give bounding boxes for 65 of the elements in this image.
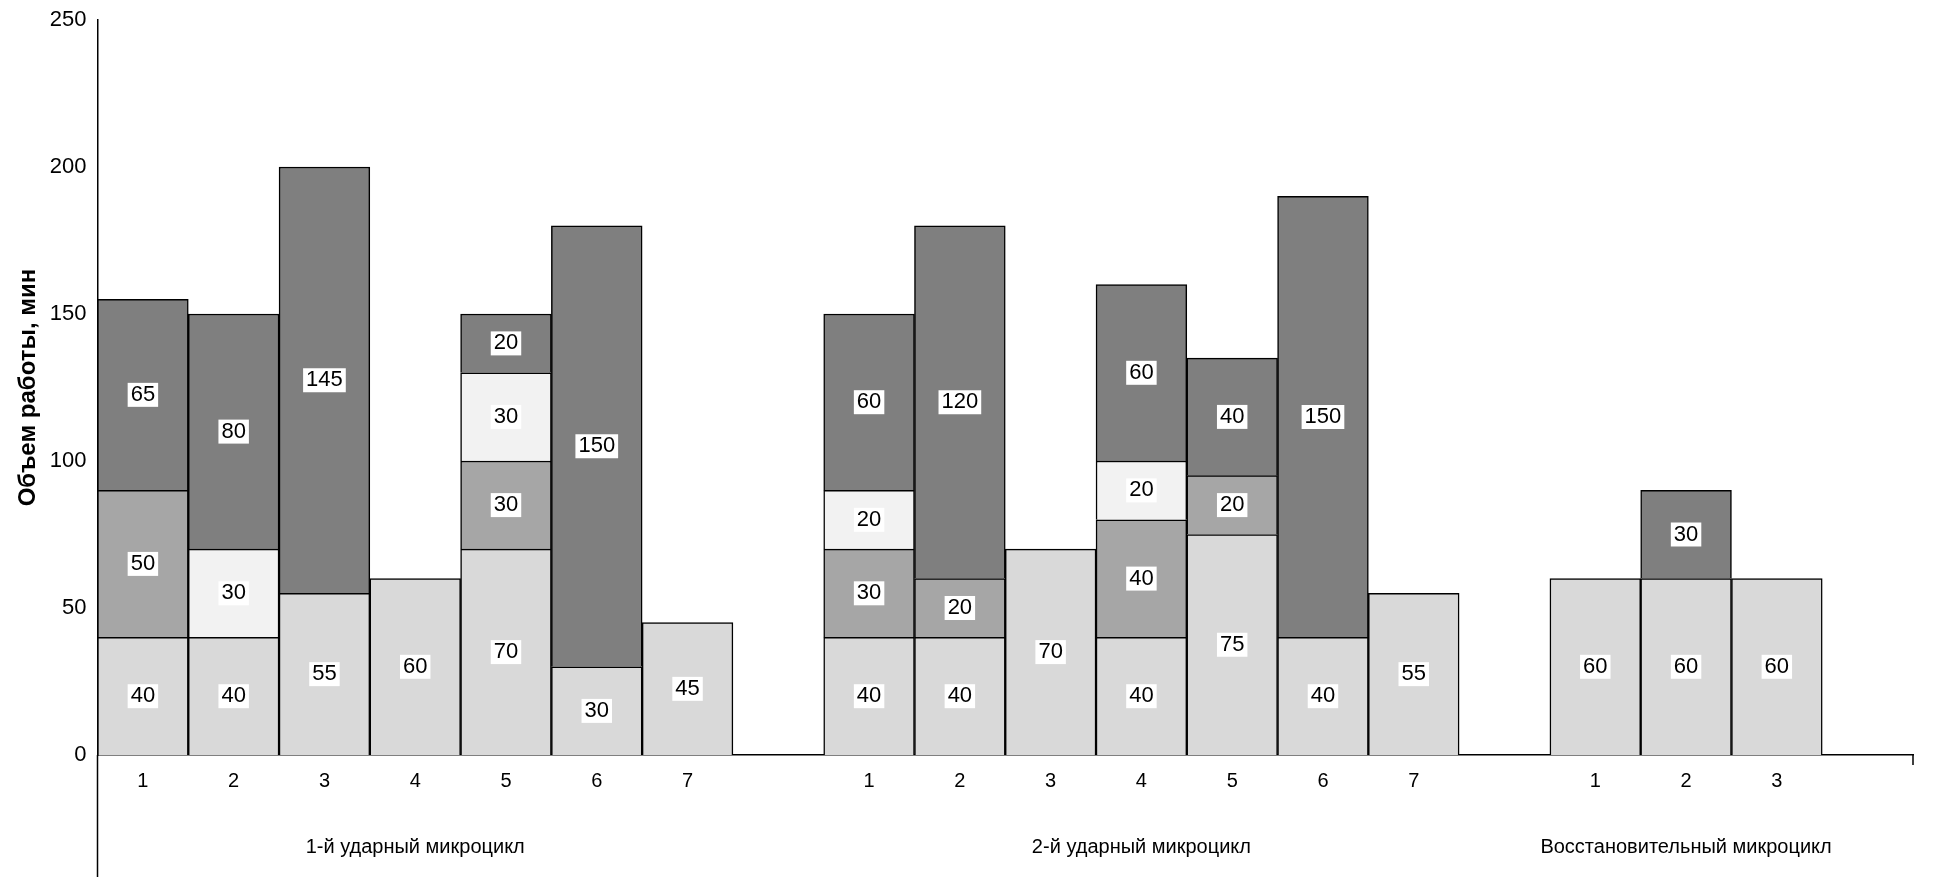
x-tick-label: 1 [137, 768, 149, 791]
y-tick-label: 100 [49, 447, 87, 473]
data-label: 145 [306, 366, 343, 392]
data-label: 40 [1310, 682, 1336, 708]
data-label: 70 [1038, 638, 1063, 664]
x-tick-label: 5 [500, 768, 512, 791]
x-tick-label: 1 [863, 768, 875, 791]
data-label: 55 [312, 660, 337, 686]
data-label: 60 [1129, 358, 1154, 384]
data-label: 30 [493, 402, 519, 428]
x-tick-label: 6 [591, 768, 603, 791]
y-axis-title: Объем работы, мин [13, 268, 41, 507]
data-label: 30 [584, 696, 610, 722]
x-tick-label: 3 [1045, 768, 1057, 791]
y-tick-label: 150 [49, 300, 87, 326]
x-tick-label: 7 [1408, 768, 1420, 791]
data-label: 40 [221, 682, 246, 708]
y-tick-label: 200 [49, 153, 87, 179]
data-label: 30 [856, 579, 882, 605]
data-label: 60 [402, 652, 428, 678]
data-label: 45 [675, 674, 700, 700]
data-label: 120 [941, 388, 979, 414]
data-label: 40 [130, 682, 156, 708]
data-label: 150 [1304, 402, 1342, 428]
x-tick-label: 3 [318, 768, 331, 791]
x-tick-label: 2 [228, 768, 240, 791]
y-tick-label: 0 [74, 741, 87, 767]
text: 1-й ударный микроцикл [305, 834, 525, 857]
data-label: 50 [130, 549, 156, 575]
data-label: 75 [1219, 630, 1245, 656]
data-label: 20 [947, 594, 973, 620]
data-label: 20 [493, 329, 519, 355]
data-label: 60 [1673, 652, 1699, 678]
x-tick-label: 4 [409, 768, 421, 791]
text: Восстановительный микроцикл [1540, 834, 1832, 857]
x-tick-label: 2 [954, 768, 966, 791]
data-label: 60 [856, 388, 882, 414]
data-label: 40 [1219, 402, 1245, 428]
data-label: 30 [221, 579, 246, 605]
data-label: 80 [221, 417, 246, 443]
x-tick-label: 1 [1589, 768, 1601, 791]
data-label: 40 [856, 682, 882, 708]
x-tick-label: 7 [681, 768, 694, 791]
data-label: 40 [1129, 564, 1154, 590]
data-label: 150 [578, 432, 616, 458]
data-label: 30 [1673, 520, 1699, 546]
y-tick-label: 250 [49, 6, 87, 32]
data-label: 20 [856, 505, 882, 531]
x-tick-label: 5 [1226, 768, 1238, 791]
data-label: 20 [1129, 476, 1154, 502]
y-tick-label: 50 [62, 594, 87, 620]
data-label: 40 [1129, 682, 1154, 708]
data-label: 60 [1583, 652, 1608, 678]
data-label: 30 [493, 491, 519, 517]
data-label: 70 [493, 638, 519, 664]
x-tick-label: 3 [1771, 768, 1783, 791]
data-label: 55 [1401, 660, 1426, 686]
data-label: 60 [1764, 652, 1790, 678]
x-tick-label: 4 [1135, 768, 1147, 791]
data-label: 65 [130, 380, 156, 406]
x-tick-label: 6 [1317, 768, 1329, 791]
data-label: 40 [947, 682, 973, 708]
x-tick-label: 2 [1680, 768, 1692, 791]
data-label: 20 [1219, 491, 1245, 517]
text: 2-й ударный микроцикл [1031, 834, 1251, 857]
